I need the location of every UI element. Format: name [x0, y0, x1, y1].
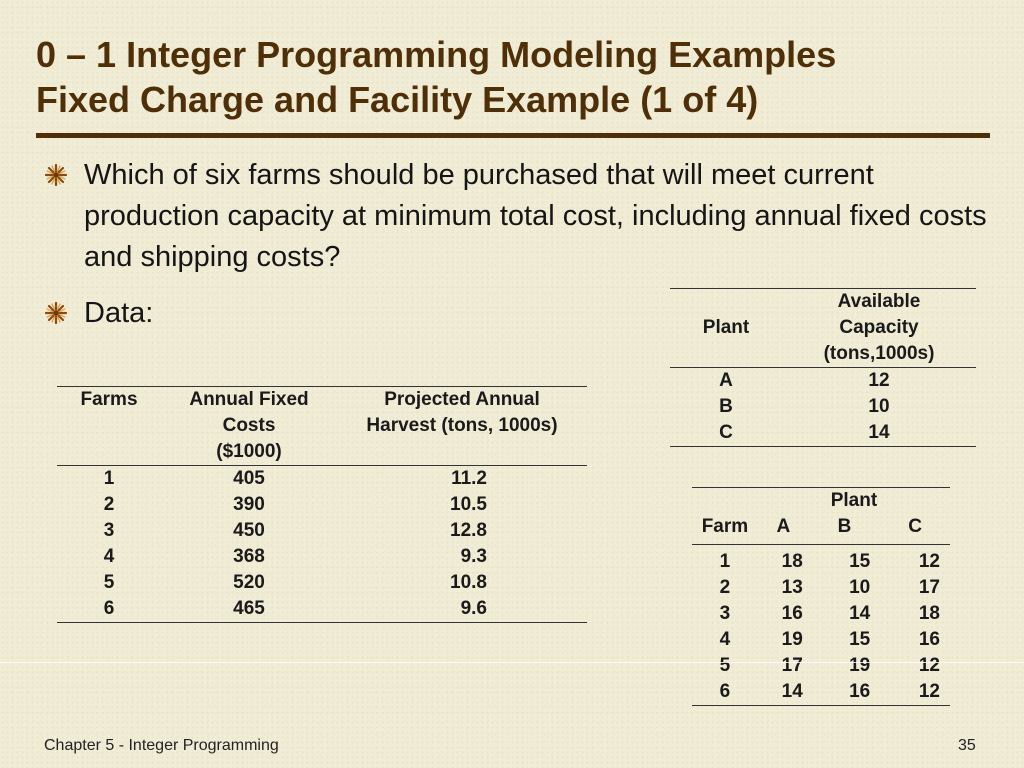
col-header-harvest: Projected Annual Harvest (tons, 1000s)	[337, 386, 587, 466]
title-line-2: Fixed Charge and Facility Example (1 of …	[36, 79, 759, 120]
harvest: 9.3	[460, 546, 487, 567]
table-row: 3 16 14 18	[692, 601, 950, 627]
cost-c: 16	[918, 629, 940, 650]
harvest: 12.8	[450, 520, 487, 541]
cost-c: 18	[918, 603, 940, 624]
col-header-plant: Plant	[670, 288, 782, 368]
farm-id: 2	[719, 577, 731, 598]
cost-b: 14	[849, 603, 871, 624]
starburst-bullet-icon	[44, 301, 68, 325]
farms-table: Farms Annual Fixed Costs ($1000) Project…	[57, 386, 587, 623]
page-number: 35	[958, 737, 976, 754]
bullet-question: Which of six farms should be purchased t…	[44, 155, 994, 278]
plant-id: C	[670, 420, 782, 447]
fixed-cost: 368	[233, 546, 265, 567]
farm-id: 5	[103, 572, 115, 593]
farms-table-header: Farms Annual Fixed Costs ($1000) Project…	[57, 386, 587, 466]
cost-b: 15	[849, 551, 871, 572]
cost-c: 12	[918, 551, 940, 572]
farm-id: 6	[57, 596, 161, 623]
col-header-capacity: Available Capacity (tons,1000s)	[782, 288, 976, 368]
farm-id: 4	[103, 546, 115, 567]
table-row: 2 390 10.5	[57, 492, 587, 518]
capacity: 12	[868, 370, 890, 391]
cost-c: 17	[918, 577, 940, 598]
farm-id: 1	[103, 468, 115, 489]
plant-capacity-table: Plant Available Capacity (tons,1000s) A 1…	[670, 288, 976, 447]
table-row: B 10	[670, 394, 976, 420]
farm-id: 1	[719, 551, 731, 572]
harvest: 9.6	[337, 596, 587, 623]
farm-id: 3	[103, 520, 115, 541]
bullet-text: Which of six farms should be purchased t…	[84, 159, 987, 273]
shipping-table-header: Farm A B C	[692, 514, 950, 545]
fixed-cost: 465	[161, 596, 337, 623]
title-rule	[36, 133, 990, 138]
farm-id: 5	[719, 655, 731, 676]
farm-id: 3	[719, 603, 731, 624]
title-line-1: 0 – 1 Integer Programming Modeling Examp…	[36, 34, 837, 75]
fixed-cost: 520	[233, 572, 265, 593]
col-header-a: A	[757, 514, 809, 545]
table-row: 5 17 19 12	[692, 653, 950, 679]
fixed-cost: 405	[233, 468, 265, 489]
cost-c: 12	[918, 655, 940, 676]
shipping-table-group-header: Plant	[692, 487, 950, 514]
footer-divider	[0, 662, 1024, 663]
table-row: C 14	[670, 420, 976, 447]
plant-id: B	[719, 396, 733, 417]
fixed-cost: 390	[233, 494, 265, 515]
col-header-fixed-costs: Annual Fixed Costs ($1000)	[161, 386, 337, 466]
capacity: 10	[868, 396, 890, 417]
col-header-c: C	[880, 514, 950, 545]
farm-id: 4	[719, 629, 731, 650]
col-header-b: B	[808, 514, 881, 545]
footer-chapter: Chapter 5 - Integer Programming	[44, 737, 279, 754]
harvest: 10.8	[450, 572, 487, 593]
cost-b: 15	[849, 629, 871, 650]
col-group-plant: Plant	[757, 487, 950, 514]
table-row: 5 520 10.8	[57, 570, 587, 596]
table-row: 1 18 15 12	[692, 545, 950, 576]
plants-table-header: Plant Available Capacity (tons,1000s)	[670, 288, 976, 368]
table-row: 6 465 9.6	[57, 596, 587, 623]
cost-a: 17	[781, 655, 803, 676]
cost-a: 16	[781, 603, 803, 624]
farm-id: 6	[692, 679, 758, 706]
slide-title: 0 – 1 Integer Programming Modeling Examp…	[36, 32, 996, 122]
harvest: 11.2	[451, 468, 487, 489]
farm-id: 2	[103, 494, 115, 515]
starburst-bullet-icon	[44, 163, 68, 187]
bullet-data: Data:	[44, 293, 153, 334]
cost-a: 18	[781, 551, 803, 572]
cost-b: 19	[849, 655, 871, 676]
col-header-farms: Farms	[57, 386, 161, 466]
table-row: 6 14 16 12	[692, 679, 950, 706]
table-row: 1 405 11.2	[57, 466, 587, 493]
cost-b: 10	[849, 577, 871, 598]
shipping-cost-table: Plant Farm A B C 1 18 15 12 2 13 10 17 3 16 14 18…	[692, 487, 950, 706]
capacity: 14	[782, 420, 976, 447]
fixed-cost: 450	[233, 520, 265, 541]
table-row: 2 13 10 17	[692, 575, 950, 601]
bullet-text: Data:	[84, 297, 154, 329]
harvest: 10.5	[450, 494, 487, 515]
plant-id: A	[719, 370, 733, 391]
table-row: 4 19 15 16	[692, 627, 950, 653]
col-header-farm: Farm	[692, 514, 758, 545]
table-row: 3 450 12.8	[57, 518, 587, 544]
table-row: 4 368 9.3	[57, 544, 587, 570]
cost-a: 13	[781, 577, 803, 598]
cost-a: 19	[781, 629, 803, 650]
cost-a: 14	[757, 679, 809, 706]
table-row: A 12	[670, 368, 976, 395]
cost-b: 16	[808, 679, 881, 706]
cost-c: 12	[880, 679, 950, 706]
